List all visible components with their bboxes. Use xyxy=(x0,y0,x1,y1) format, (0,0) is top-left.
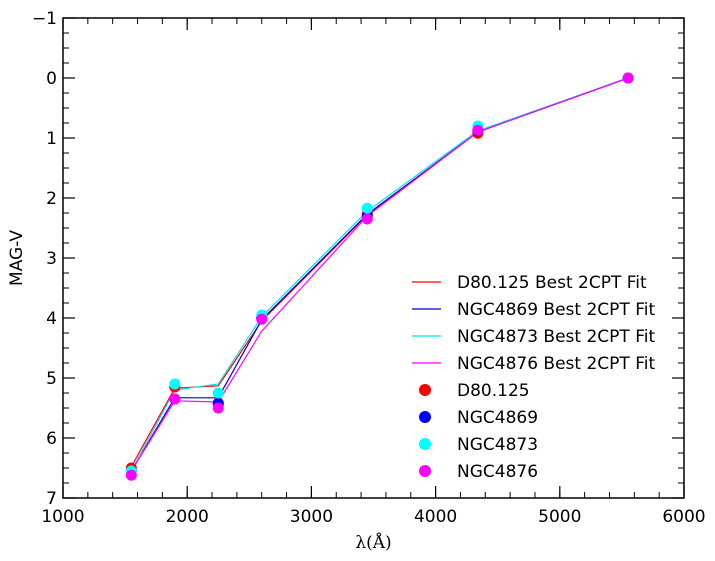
point-ngc4876 xyxy=(212,402,224,414)
major-ticks xyxy=(62,17,685,499)
legend-marker-ngc4869 xyxy=(419,411,431,423)
x-tick-label: 5000 xyxy=(538,507,581,527)
y-tick-label: 6 xyxy=(46,429,57,449)
x-tick-label: 4000 xyxy=(414,507,457,527)
y-tick-label: −1 xyxy=(32,9,57,29)
y-tick-label: 2 xyxy=(46,189,57,209)
point-ngc4876 xyxy=(472,124,484,136)
y-tick-labels: −1 0 1 2 3 4 5 6 7 xyxy=(32,9,57,509)
x-tick-labels: 1000 2000 3000 4000 5000 6000 xyxy=(41,507,705,527)
legend-label: NGC4873 xyxy=(457,435,538,455)
legend-label: NGC4869 xyxy=(457,408,538,428)
legend-label: NGC4876 Best 2CPT Fit xyxy=(457,354,655,374)
y-tick-label: 5 xyxy=(46,369,57,389)
x-tick-label: 2000 xyxy=(166,507,209,527)
point-ngc4873 xyxy=(361,202,373,214)
legend-marker-d80-125 xyxy=(419,384,431,396)
legend-label: D80.125 xyxy=(457,381,530,401)
minor-ticks xyxy=(62,17,685,499)
point-ngc4873 xyxy=(212,387,224,399)
legend-marker-ngc4873 xyxy=(419,438,431,450)
y-tick-label: 1 xyxy=(46,129,57,149)
y-tick-label: 4 xyxy=(46,309,57,329)
point-ngc4873 xyxy=(169,378,181,390)
legend: D80.125 Best 2CPT Fit NGC4869 Best 2CPT F… xyxy=(412,273,655,482)
x-tick-label: 1000 xyxy=(41,507,84,527)
legend-marker-ngc4876 xyxy=(419,465,431,477)
point-ngc4876 xyxy=(361,213,373,225)
x-axis-label: λ(Å) xyxy=(355,532,391,553)
legend-label: D80.125 Best 2CPT Fit xyxy=(457,273,647,293)
y-tick-label: 3 xyxy=(46,249,57,269)
y-tick-label: 7 xyxy=(46,489,57,509)
x-tick-label: 6000 xyxy=(662,507,705,527)
plot-frame xyxy=(62,17,685,499)
point-ngc4876 xyxy=(256,313,268,325)
legend-label: NGC4876 xyxy=(457,462,538,482)
y-axis-label: MAG-V xyxy=(7,230,27,286)
y-tick-label: 0 xyxy=(46,69,57,89)
point-ngc4876 xyxy=(169,393,181,405)
point-ngc4876 xyxy=(125,469,137,481)
x-tick-label: 3000 xyxy=(290,507,333,527)
legend-label: NGC4869 Best 2CPT Fit xyxy=(457,300,655,320)
series-points xyxy=(125,72,634,481)
point-ngc4876 xyxy=(622,72,634,84)
legend-label: NGC4873 Best 2CPT Fit xyxy=(457,327,655,347)
